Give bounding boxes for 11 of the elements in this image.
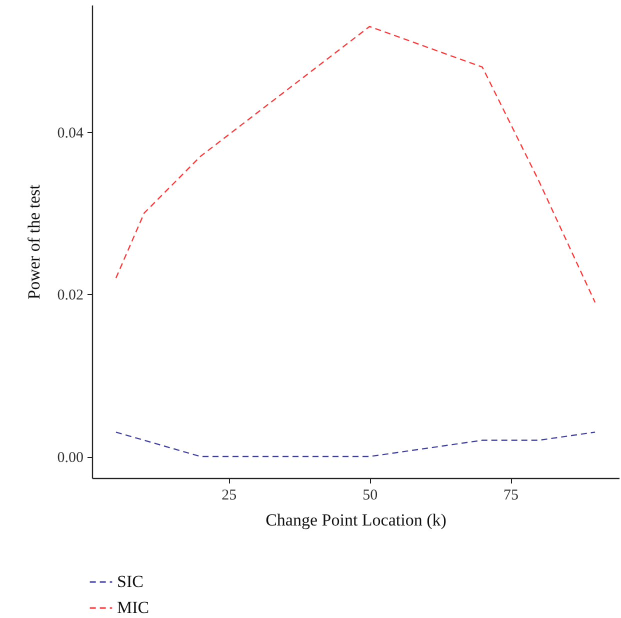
legend-label: MIC xyxy=(117,598,150,617)
legend-label: SIC xyxy=(117,572,144,591)
y-axis-title: Power of the test xyxy=(24,184,44,300)
x-tick-label: 75 xyxy=(504,488,518,504)
y-tick-label: 0.00 xyxy=(57,450,84,466)
line-series xyxy=(115,26,596,303)
y-tick-label: 0.04 xyxy=(57,125,84,142)
y-tick-label: 0.02 xyxy=(57,288,84,304)
x-axis-title: Change Point Location (k) xyxy=(266,510,446,530)
x-tick-label: 50 xyxy=(362,488,378,504)
x-tick-label: 25 xyxy=(222,488,237,504)
